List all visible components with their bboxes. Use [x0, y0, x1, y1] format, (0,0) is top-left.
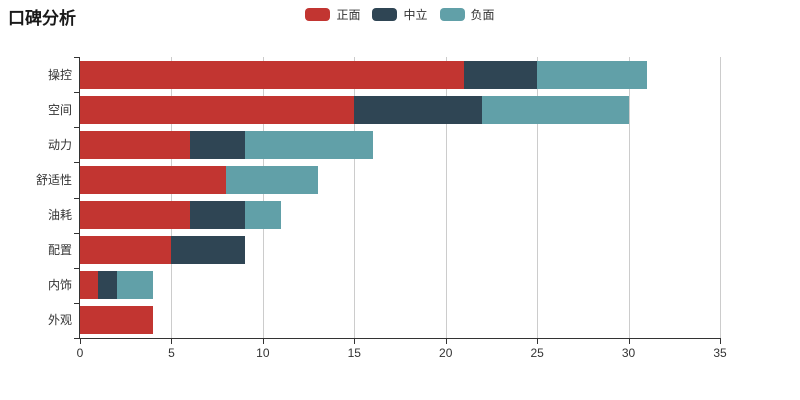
bar-segment-油耗-中立[interactable]: [189, 201, 245, 230]
bar-segment-操控-负面[interactable]: [537, 60, 647, 89]
bar-row-内饰: [80, 271, 154, 300]
y-axis-tick: [74, 338, 79, 339]
bar-row-外观: [80, 306, 154, 335]
chart-title: 口碑分析: [8, 9, 76, 28]
plot-area: 0 5 10 15 20 25 30 35 操控空间动力舒适性油耗配置内饰外观: [36, 57, 727, 360]
bar-segment-操控-正面[interactable]: [80, 60, 464, 89]
legend-swatch-icon: [305, 8, 331, 21]
x-axis-tick-label: 10: [256, 346, 270, 360]
bar-segment-油耗-正面[interactable]: [80, 201, 190, 230]
legend-label: 正面: [336, 8, 361, 22]
y-axis-tick: [74, 92, 79, 94]
y-axis-tick: [74, 57, 79, 58]
y-axis-category-label: 内饰: [47, 278, 72, 293]
x-axis-tick: [628, 339, 630, 344]
bar-row-空间: [80, 95, 629, 124]
bar-segment-操控-中立[interactable]: [464, 60, 538, 89]
y-axis-category-label: 油耗: [47, 208, 72, 223]
y-axis-tick: [74, 302, 79, 304]
x-axis-tick-label: 5: [168, 346, 175, 360]
x-axis-tick-label: 15: [347, 346, 361, 360]
legend-swatch-icon: [439, 8, 465, 21]
y-axis-category-label: 操控: [47, 67, 72, 82]
x-axis-tick-label: 25: [530, 346, 544, 360]
bar-row-舒适性: [80, 165, 318, 194]
legend: 正面 中立 负面: [0, 6, 800, 23]
bar-segment-动力-正面[interactable]: [80, 130, 190, 159]
bar-segment-外观-正面[interactable]: [80, 306, 154, 335]
x-axis-tick: [354, 339, 356, 344]
y-axis-line: [79, 57, 80, 339]
bar-row-油耗: [80, 201, 282, 230]
x-axis-tick-label: 35: [713, 346, 727, 360]
y-axis-category-label: 配置: [47, 243, 72, 258]
bar-segment-内饰-中立[interactable]: [98, 271, 117, 300]
gridline-x-5: [171, 57, 173, 338]
bar-segment-动力-负面[interactable]: [244, 130, 373, 159]
bar-row-动力: [80, 130, 373, 159]
gridline-x-10: [262, 57, 264, 338]
legend-swatch-icon: [372, 8, 398, 21]
bar-segment-动力-中立[interactable]: [189, 130, 245, 159]
y-axis-category-label: 舒适性: [35, 172, 72, 187]
gridline-x-15: [354, 57, 356, 338]
bar-segment-内饰-负面[interactable]: [116, 271, 154, 300]
x-axis-tick: [80, 339, 81, 344]
x-axis-line: [80, 338, 721, 339]
bar-segment-空间-正面[interactable]: [80, 95, 355, 124]
bar-segment-油耗-负面[interactable]: [244, 201, 282, 230]
legend-item-正面[interactable]: 正面: [305, 6, 360, 23]
y-axis-category-label: 动力: [47, 137, 72, 152]
legend-label: 负面: [470, 8, 495, 22]
bar-segment-舒适性-正面[interactable]: [80, 165, 227, 194]
y-axis-tick: [74, 162, 79, 164]
bar-segment-内饰-正面[interactable]: [80, 271, 99, 300]
x-axis-tick-label: 20: [439, 346, 453, 360]
y-axis-category-label: 外观: [47, 313, 72, 328]
bar-segment-舒适性-负面[interactable]: [226, 165, 318, 194]
x-axis-tick: [445, 339, 447, 344]
bar-segment-空间-负面[interactable]: [482, 95, 629, 124]
bar-segment-配置-中立[interactable]: [171, 236, 245, 265]
x-axis-tick-label: 30: [621, 346, 636, 360]
gridline-x-30: [628, 57, 630, 338]
y-axis-tick: [74, 267, 79, 269]
bar-row-配置: [80, 236, 245, 265]
legend-label: 中立: [403, 8, 428, 22]
legend-item-负面[interactable]: 负面: [439, 6, 495, 23]
y-axis-tick: [74, 127, 79, 129]
x-axis-tick: [262, 339, 264, 344]
gridline-x-25: [537, 57, 539, 338]
y-axis-tick: [74, 197, 79, 199]
x-axis-tick: [537, 339, 539, 344]
x-axis-tick-label: 0: [76, 346, 84, 360]
x-axis-tick: [171, 339, 173, 344]
bar-segment-空间-中立[interactable]: [354, 95, 483, 124]
y-axis-category-label: 空间: [47, 102, 72, 117]
gridline-x-35: [720, 57, 721, 338]
x-axis-tick: [720, 339, 721, 344]
bar-segment-配置-正面[interactable]: [80, 236, 172, 265]
legend-item-中立[interactable]: 中立: [372, 6, 428, 23]
y-axis-tick: [74, 232, 79, 234]
bar-row-操控: [80, 60, 647, 89]
gridline-x-20: [445, 57, 447, 338]
